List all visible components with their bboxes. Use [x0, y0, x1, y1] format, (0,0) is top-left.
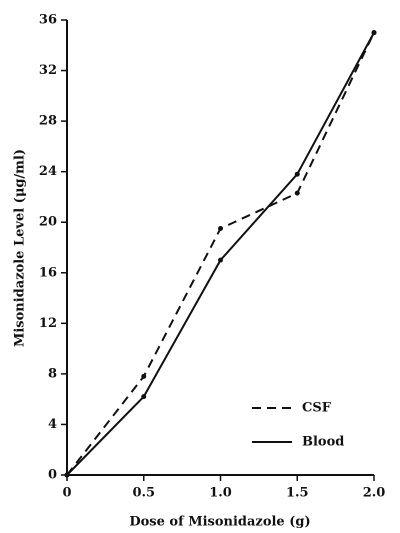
data-point — [371, 30, 377, 36]
y-tick-label: 24 — [39, 164, 57, 179]
y-tick-label: 0 — [48, 468, 57, 483]
y-tick-label: 12 — [39, 316, 57, 331]
y-tick-label: 20 — [39, 215, 57, 230]
data-point — [141, 373, 147, 379]
data-point — [218, 226, 223, 232]
x-tick-label: 0 — [62, 486, 71, 501]
data-point — [141, 394, 147, 400]
data-point — [294, 171, 300, 177]
data-point — [218, 257, 223, 263]
x-tick-label: 2.0 — [363, 486, 386, 501]
data-point — [294, 190, 300, 196]
y-tick-label: 32 — [39, 63, 57, 78]
x-tick-label: 1.5 — [286, 486, 309, 501]
y-tick-label: 4 — [48, 417, 57, 432]
legend-label: CSF — [302, 401, 332, 416]
y-axis-label: Misonidazole Level (μg/ml) — [13, 149, 28, 347]
y-tick-label: 16 — [39, 265, 57, 280]
data-point — [64, 472, 70, 478]
x-tick-label: 0.5 — [132, 486, 155, 501]
y-tick-label: 36 — [39, 13, 57, 28]
y-tick-label: 8 — [48, 366, 57, 381]
y-tick-label: 28 — [39, 114, 57, 129]
x-tick-label: 1.0 — [209, 486, 232, 501]
x-axis-label: Dose of Misonidazole (g) — [129, 515, 310, 530]
legend-label: Blood — [302, 435, 344, 450]
